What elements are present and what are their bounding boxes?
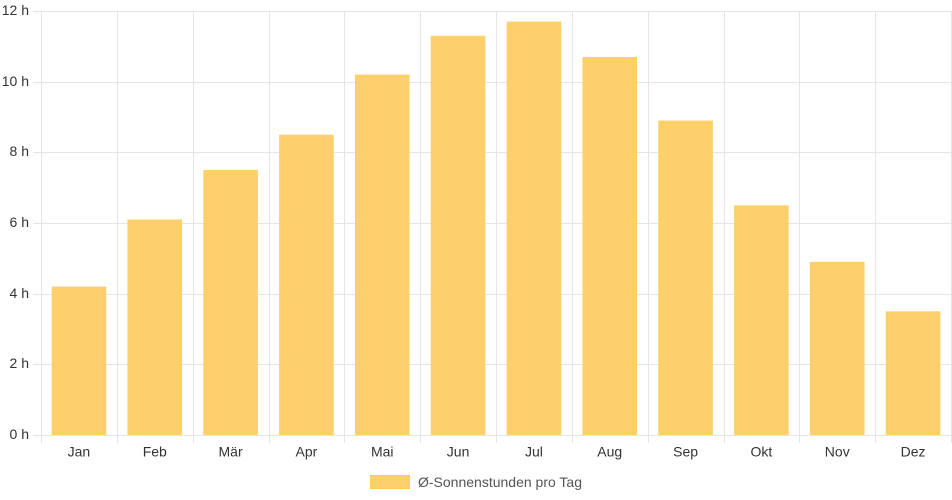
bars [51,21,941,436]
x-tick-label: Jan [68,444,91,460]
y-tick-label: 6 h [10,214,29,230]
x-tick-label: Apr [296,444,318,460]
y-tick-label: 0 h [10,426,29,442]
bar-dez[interactable] [885,311,941,435]
bar-nov[interactable] [809,261,865,435]
x-tick-label: Feb [143,444,167,460]
y-tick-label: 2 h [10,355,29,371]
x-tick-label: Jul [525,444,543,460]
y-axis-ticks: 0 h 2 h 4 h 6 h 8 h 10 h 12 h [2,2,29,442]
bar-okt[interactable] [734,205,789,435]
x-tick-label: Mai [371,444,394,460]
bar-jun[interactable] [430,35,486,435]
y-tick-label: 8 h [10,143,29,159]
x-tick-label: Sep [673,444,698,460]
bar-mai[interactable] [354,74,410,435]
x-tick-label: Aug [597,444,622,460]
y-tick-label: 4 h [10,285,29,301]
legend-item[interactable]: Ø-Sonnenstunden pro Tag [370,474,582,490]
sunshine-bar-chart: 0 h2 h4 h6 h8 h10 h12 h Jan Feb Mär Apr Mai J… [2,2,952,460]
x-tick-label: Jun [447,444,470,460]
legend-swatch [370,475,410,489]
y-tick-label: 10 h [2,73,29,89]
bar-jan[interactable] [51,286,107,435]
legend-label: Ø-Sonnenstunden pro Tag [418,474,582,490]
x-tick-label: Okt [751,444,773,460]
bar-feb[interactable] [127,219,183,435]
bar-mär[interactable] [203,170,258,435]
x-tick-label: Mär [219,444,243,460]
bar-sep[interactable] [658,120,713,436]
bar-jul[interactable] [506,21,562,435]
legend: Ø-Sonnenstunden pro Tag [0,472,952,492]
bar-apr[interactable] [279,134,334,435]
grid-lines [33,11,952,443]
x-tick-label: Nov [825,444,850,460]
y-tick-label: 12 h [2,2,29,18]
x-axis-ticks: Jan Feb Mär Apr Mai Jun Jul Aug Sep Okt Nov Dez [68,444,926,460]
bar-aug[interactable] [582,56,638,435]
x-tick-label: Dez [901,444,926,460]
